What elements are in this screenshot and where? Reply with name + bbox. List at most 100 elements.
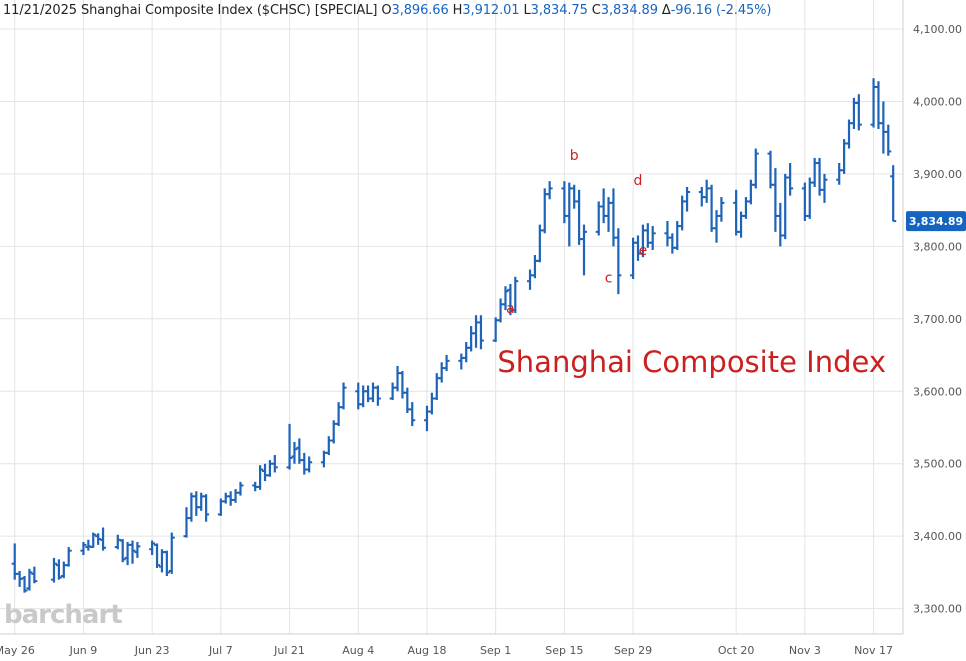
date-tick-label: Aug 4	[342, 644, 374, 657]
date-tick-label: Jun 23	[134, 644, 170, 657]
date-tick-label: Jun 9	[69, 644, 98, 657]
wave-label: b	[570, 148, 579, 164]
ohlc-bar	[880, 101, 887, 154]
ohlc-bar	[875, 81, 882, 129]
ohlc-bar	[291, 441, 298, 464]
open-value: 3,896.66	[391, 3, 449, 18]
ohlc-bar	[664, 220, 671, 247]
ohlc-bar	[154, 543, 161, 569]
ohlc-bar	[576, 189, 583, 245]
ohlc-bar	[119, 539, 126, 563]
ohlc-bar	[428, 392, 435, 415]
ohlc-bar	[163, 550, 170, 577]
ohlc-bar	[752, 148, 759, 189]
ohlc-bars	[11, 78, 897, 593]
ohlc-bar	[423, 405, 430, 432]
ohlc-bar	[512, 276, 519, 314]
ohlc-bar	[787, 163, 794, 196]
barchart-watermark: barchart	[4, 600, 123, 630]
ohlc-bar	[325, 436, 332, 456]
wave-annotations: a b c d e	[506, 148, 647, 317]
ohlc-bar	[60, 561, 67, 579]
ohlc-bar	[546, 181, 553, 200]
ohlc-bar	[237, 481, 244, 496]
ohlc-bar	[193, 491, 200, 516]
ohlc-bar	[360, 385, 367, 408]
ohlc-bar	[262, 463, 269, 482]
wave-label: a	[506, 301, 515, 317]
ohlc-bar	[232, 489, 239, 503]
ohlc-bar	[684, 186, 691, 212]
ohlc-bar	[355, 382, 362, 410]
date-tick-label: May 26	[0, 644, 35, 657]
ohlc-bar	[777, 202, 784, 247]
ohlc-bar	[600, 188, 607, 224]
price-tick-label: 3,800.00	[913, 240, 962, 253]
ohlc-bar	[438, 362, 445, 383]
ohlc-bar	[733, 189, 740, 236]
ohlc-bar	[31, 566, 38, 584]
ohlc-bar	[433, 373, 440, 400]
ohlc-bar	[443, 355, 450, 371]
wave-label: e	[639, 243, 648, 259]
ohlc-bar	[365, 385, 372, 403]
ohlc-bar	[55, 559, 62, 580]
ohlc-bar	[742, 197, 749, 219]
ohlc-bar	[21, 576, 28, 593]
ohlc-bar	[772, 168, 779, 232]
date-tick-label: Nov 17	[854, 644, 893, 657]
quote-header: 11/21/2025 Shanghai Composite Index ($CH…	[3, 3, 772, 18]
chart-grid	[0, 0, 904, 635]
high-value: 3,912.01	[462, 3, 520, 18]
ohlc-bar	[306, 456, 313, 473]
date-axis: May 26 Jun 9 Jun 23 Jul 7 Jul 21 Aug 4 Aug 18 S…	[0, 644, 893, 657]
ohlc-bar	[134, 541, 141, 558]
ohlc-bar	[806, 177, 813, 219]
ohlc-bar	[870, 78, 877, 128]
ohlc-bar	[394, 365, 401, 392]
ohlc-bar	[649, 226, 656, 250]
ohlc-bar	[114, 534, 121, 550]
close-label: C	[591, 3, 601, 18]
ohlc-bar	[477, 315, 484, 350]
change-label: Δ	[661, 3, 671, 18]
wave-label: c	[605, 271, 613, 287]
ohlc-bar	[502, 286, 509, 311]
ohlc-bar	[747, 179, 754, 205]
ohlc-bar	[718, 197, 725, 222]
ohlc-bar	[80, 541, 87, 556]
price-tick-label: 3,500.00	[913, 458, 962, 471]
ohlc-bar	[374, 385, 381, 406]
ohlc-bar	[571, 184, 578, 209]
price-tick-label: 3,400.00	[913, 530, 962, 543]
wave-label: d	[634, 173, 643, 189]
ohlc-bar	[527, 269, 534, 290]
quote-date: 11/21/2025	[3, 3, 77, 18]
ohlc-bar	[855, 94, 862, 131]
ohlc-bar	[227, 491, 234, 506]
ohlc-bar	[257, 465, 264, 490]
ohlc-bar	[340, 382, 347, 410]
price-axis: 3,300.00 3,400.00 3,500.00 3,600.00 3,700.00…	[913, 23, 962, 616]
price-tick-label: 3,900.00	[913, 168, 962, 181]
ohlc-bar	[782, 173, 789, 240]
high-label: H	[452, 3, 463, 18]
ohlc-bar	[767, 150, 774, 189]
ohlc-bar	[168, 532, 175, 574]
ohlc-bar	[286, 423, 293, 470]
ohlc-bar	[885, 124, 892, 156]
date-tick-label: Sep 29	[614, 644, 652, 657]
open-label: O	[381, 3, 392, 18]
low-label: L	[523, 3, 531, 18]
date-tick-label: Sep 1	[480, 644, 511, 657]
date-tick-label: Jul 21	[273, 644, 305, 657]
ohlc-bar	[50, 557, 57, 583]
ohlc-bar	[463, 341, 470, 363]
low-value: 3,834.75	[530, 3, 588, 18]
price-tick-label: 4,100.00	[913, 23, 962, 36]
ohlc-bar	[90, 532, 97, 549]
ohlc-bar	[399, 370, 406, 399]
price-tick-label: 3,600.00	[913, 385, 962, 398]
ohlc-bar	[335, 402, 342, 427]
